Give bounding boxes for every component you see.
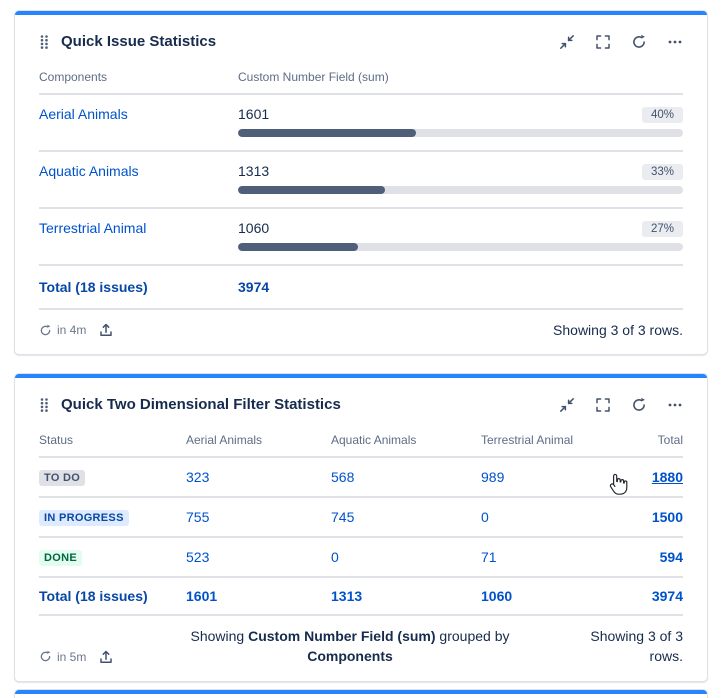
drag-handle-icon[interactable] xyxy=(39,34,49,50)
cell-link[interactable]: 71 xyxy=(481,549,497,565)
stat-value: 1601 xyxy=(238,106,270,122)
minimize-icon[interactable] xyxy=(559,397,575,413)
cell-link[interactable]: 989 xyxy=(481,469,505,485)
refresh-countdown-label: in 4m xyxy=(57,323,87,337)
refresh-countdown[interactable]: in 4m xyxy=(39,323,86,337)
cell-link[interactable]: 523 xyxy=(186,549,210,565)
refresh-countdown[interactable]: in 5m xyxy=(39,650,86,664)
stat-value: 1313 xyxy=(238,163,270,179)
column-total-link[interactable]: 1601 xyxy=(186,588,218,604)
refresh-icon[interactable] xyxy=(631,397,647,413)
expand-icon[interactable] xyxy=(595,34,611,50)
column-header: Terrestrial Animal xyxy=(481,433,631,458)
stat-row: Terrestrial Animal 1060 27% xyxy=(39,209,683,266)
table-row: TO DO 323 568 989 1880 xyxy=(39,457,683,498)
component-link[interactable]: Aerial Animals xyxy=(39,106,128,122)
percent-badge: 27% xyxy=(641,220,683,237)
stats-table-header: Components Custom Number Field (sum) xyxy=(39,70,683,95)
export-icon[interactable] xyxy=(98,649,114,665)
two-dimensional-table: Status Aerial Animals Aquatic Animals Te… xyxy=(39,433,683,616)
cell-link[interactable]: 323 xyxy=(186,469,210,485)
row-total-link[interactable]: 1880 xyxy=(651,469,683,485)
column-total-link[interactable]: 1313 xyxy=(331,588,363,604)
total-label: Total (18 issues) xyxy=(39,577,186,616)
row-total-link[interactable]: 1500 xyxy=(651,509,683,525)
column-header-value: Custom Number Field (sum) xyxy=(238,70,389,84)
percent-badge: 33% xyxy=(641,163,683,180)
stat-value: 1060 xyxy=(238,220,270,236)
refresh-icon[interactable] xyxy=(39,324,52,337)
table-row: DONE 523 0 71 594 xyxy=(39,537,683,578)
refresh-icon[interactable] xyxy=(631,34,647,50)
status-badge-todo: TO DO xyxy=(39,470,86,486)
quick-issue-statistics-gadget: Quick Issue Statistics Components Custom… xyxy=(14,10,708,355)
total-label: Total (18 issues) xyxy=(39,279,148,295)
progress-bar-fill xyxy=(238,186,385,194)
status-badge-in-progress: IN PROGRESS xyxy=(39,510,129,526)
column-header-total: Total xyxy=(631,433,683,458)
row-count-note: Showing 3 of 3 rows. xyxy=(553,322,683,338)
row-count-note: Showing 3 of 3 rows. xyxy=(590,628,683,665)
grand-total-link[interactable]: 3974 xyxy=(651,588,683,604)
gadget-accent-bar xyxy=(15,374,707,378)
cell-link[interactable]: 0 xyxy=(481,509,489,525)
progress-bar-track xyxy=(238,186,683,194)
expand-icon[interactable] xyxy=(595,397,611,413)
column-header: Aerial Animals xyxy=(186,433,331,458)
stat-row: Aerial Animals 1601 40% xyxy=(39,95,683,152)
more-options-icon[interactable] xyxy=(667,34,683,50)
next-gadget-partial xyxy=(14,688,708,698)
gadget-accent-bar xyxy=(15,11,707,15)
export-icon[interactable] xyxy=(98,322,114,338)
gadget-title: Quick Two Dimensional Filter Statistics xyxy=(61,396,341,413)
row-total-link[interactable]: 594 xyxy=(659,549,683,565)
drag-handle-icon[interactable] xyxy=(39,397,49,413)
column-header-components: Components xyxy=(39,70,108,84)
table-row: IN PROGRESS 755 745 0 1500 xyxy=(39,497,683,538)
total-row: Total (18 issues) 1601 1313 1060 3974 xyxy=(39,577,683,616)
gadget-accent-bar xyxy=(15,689,707,694)
component-link[interactable]: Terrestrial Animal xyxy=(39,220,147,236)
total-value: 3974 xyxy=(238,279,270,295)
cell-link[interactable]: 745 xyxy=(331,509,355,525)
cell-link[interactable]: 755 xyxy=(186,509,210,525)
minimize-icon[interactable] xyxy=(559,34,575,50)
total-row: Total (18 issues) 3974 xyxy=(39,266,683,310)
percent-badge: 40% xyxy=(641,106,683,123)
more-options-icon[interactable] xyxy=(667,397,683,413)
column-header: Aquatic Animals xyxy=(331,433,481,458)
refresh-countdown-label: in 5m xyxy=(57,649,87,664)
grouping-note: Showing Custom Number Field (sum) groupe… xyxy=(190,628,510,665)
progress-bar-fill xyxy=(238,129,416,137)
component-link[interactable]: Aquatic Animals xyxy=(39,163,139,179)
stat-row: Aquatic Animals 1313 33% xyxy=(39,152,683,209)
cell-link[interactable]: 0 xyxy=(331,549,339,565)
quick-two-dimensional-filter-statistics-gadget: Quick Two Dimensional Filter Statistics … xyxy=(14,373,708,682)
cell-link[interactable]: 568 xyxy=(331,469,355,485)
progress-bar-track xyxy=(238,129,683,137)
refresh-icon[interactable] xyxy=(39,650,52,663)
gadget-title: Quick Issue Statistics xyxy=(61,33,217,50)
progress-bar-track xyxy=(238,243,683,251)
column-total-link[interactable]: 1060 xyxy=(481,588,513,604)
column-header-status: Status xyxy=(39,433,186,458)
status-badge-done: DONE xyxy=(39,550,82,566)
progress-bar-fill xyxy=(238,243,359,251)
